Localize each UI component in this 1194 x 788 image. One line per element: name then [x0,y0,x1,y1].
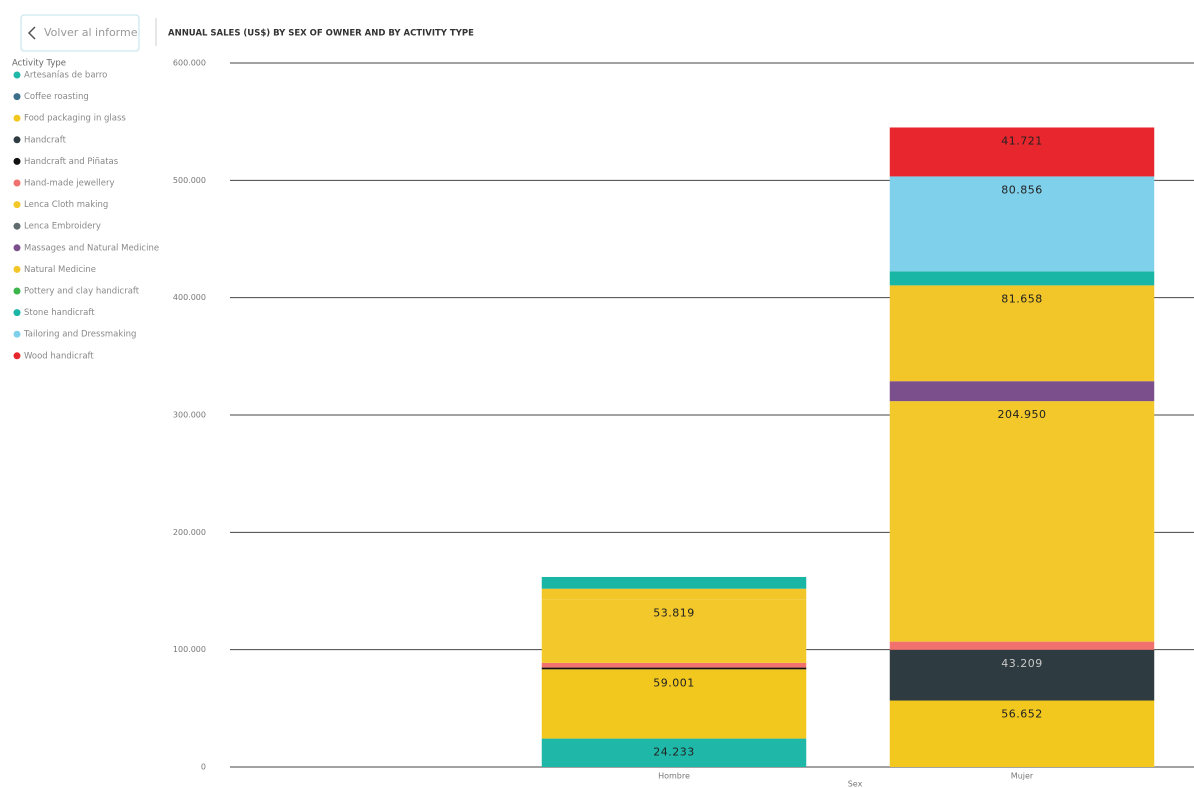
legend-label: Massages and Natural Medicine [24,243,159,253]
legend-marker [13,330,21,338]
legend-marker [13,352,21,360]
y-tick-label: 500.000 [173,176,206,185]
y-tick-label: 400.000 [173,293,206,302]
legend-label: Handcraft and Piñatas [24,157,119,167]
y-tick-label: 600.000 [173,59,206,68]
back-button-label[interactable]: Volver al informe [44,26,138,39]
value-label: 53.819 [653,607,695,620]
bar-segment [889,285,1155,382]
legend-marker [13,287,21,295]
x-axis-title: Sex [848,780,863,788]
legend-label: Natural Medicine [24,265,96,275]
value-label: 81.658 [1001,292,1043,305]
bar-segment [541,599,807,663]
bar-segment [541,667,807,670]
bar-segment [541,576,807,589]
y-tick-label: 0 [201,763,206,772]
legend-label: Tailoring and Dressmaking [23,330,136,340]
legend-label: Lenca Embroidery [24,222,101,232]
bar-segment [541,662,807,668]
legend-label: Artesanías de barro [24,71,107,81]
bar-segment [889,127,1155,177]
legend-marker [13,179,21,187]
bar-segment [541,588,807,600]
value-label: 41.721 [1001,134,1043,147]
back-button[interactable]: Volver al informe [20,14,140,52]
value-label: 56.652 [1001,708,1043,721]
bar-segment [889,401,1155,642]
legend-label: Handcraft [24,135,67,145]
legend-label: Hand-made jewellery [24,179,115,189]
legend-marker [13,201,21,209]
legend-title: Activity Type [12,59,66,69]
legend-marker [13,265,21,273]
bar-segment [889,649,1155,701]
legend-marker [13,93,21,101]
bar-segment [889,271,1155,286]
bar-segment [889,641,1155,650]
bar-segment [889,176,1155,272]
y-tick-label: 100.000 [173,645,206,654]
bar-segment [541,738,807,767]
legend-marker [13,157,21,165]
bar-segment [889,700,1155,767]
legend-marker [13,244,21,252]
legend-marker [13,136,21,144]
y-tick-label: 200.000 [173,528,206,537]
back-button-box[interactable] [20,14,140,52]
legend-marker [13,222,21,230]
legend-label: Coffee roasting [24,92,89,102]
bar-segment [541,669,807,739]
legend-marker [13,71,21,79]
value-label: 24.233 [653,746,695,759]
legend-label: Stone handicraft [24,308,95,318]
legend-label: Wood handicraft [24,351,94,361]
legend-label: Pottery and clay handicraft [24,287,140,297]
chart-title: ANNUAL SALES (US$) BY SEX OF OWNER AND B… [168,29,474,39]
value-label: 80.856 [1001,183,1043,196]
legend-marker [13,114,21,122]
legend-marker [13,309,21,317]
value-label: 43.209 [1001,657,1043,670]
legend-label: Lenca Cloth making [24,200,108,210]
back-arrow[interactable] [27,26,36,40]
x-tick-label: Hombre [658,772,690,781]
value-label: 59.001 [653,676,695,689]
legend-label: Food packaging in glass [24,114,126,124]
value-label: 204.950 [998,408,1047,421]
y-tick-label: 300.000 [173,411,206,420]
x-tick-label: Mujer [1011,772,1034,781]
bar-segment [889,381,1155,402]
